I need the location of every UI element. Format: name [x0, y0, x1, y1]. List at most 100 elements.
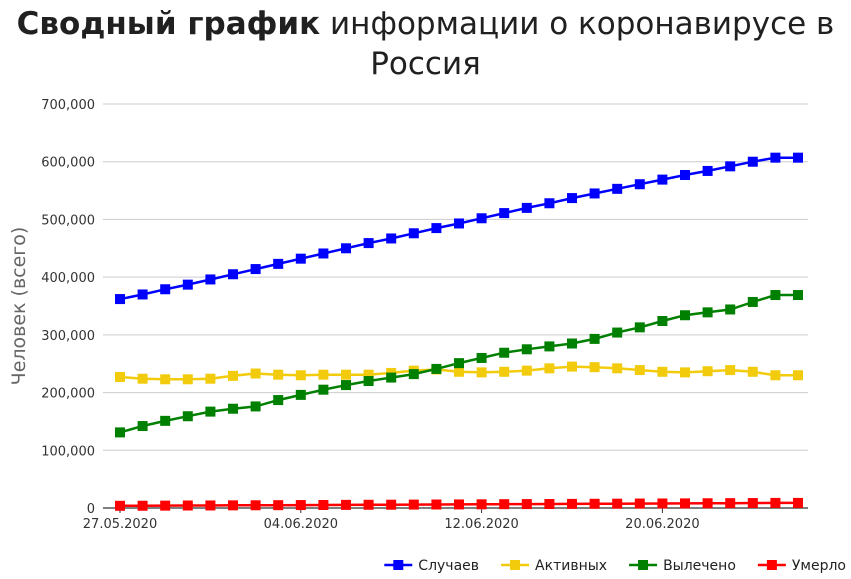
data-point: [499, 347, 510, 358]
data-point: [725, 498, 736, 509]
data-point: [250, 401, 261, 412]
data-point: [408, 499, 419, 510]
data-point: [228, 269, 238, 280]
data-point: [205, 500, 216, 511]
data-point: [725, 304, 736, 315]
data-point: [205, 406, 216, 417]
data-point: [295, 370, 306, 381]
legend-swatch-marker: [393, 560, 404, 570]
data-point: [476, 213, 487, 224]
data-point: [634, 322, 645, 333]
legend-item: Случаев: [384, 558, 479, 574]
data-point: [137, 500, 148, 511]
data-point: [115, 500, 125, 511]
legend-swatch-marker: [766, 560, 777, 570]
legend-item: Умерло: [757, 558, 846, 574]
x-tick-label: 27.05.2020: [83, 517, 157, 532]
data-point: [499, 499, 510, 510]
data-point: [747, 296, 758, 307]
y-tick-label: 600,000: [41, 156, 95, 171]
data-point: [137, 289, 148, 300]
legend-item: Вылечено: [629, 558, 736, 574]
data-point: [747, 366, 758, 377]
data-point: [318, 248, 329, 259]
y-tick-label: 500,000: [41, 213, 95, 228]
data-point: [318, 384, 329, 395]
data-point: [544, 198, 555, 209]
data-point: [634, 498, 645, 509]
legend-swatch-marker: [510, 560, 521, 570]
data-point: [228, 403, 238, 414]
data-point: [250, 264, 261, 275]
data-point: [589, 333, 600, 344]
legend-label: Умерло: [792, 558, 846, 574]
data-point: [770, 497, 781, 508]
data-point: [476, 499, 487, 510]
data-point: [363, 369, 374, 380]
data-point: [476, 352, 487, 363]
data-point: [115, 371, 125, 382]
data-point: [793, 290, 803, 301]
data-point: [499, 366, 510, 377]
data-point: [318, 369, 329, 380]
legend-swatch-marker: [638, 560, 649, 570]
data-point: [273, 395, 284, 406]
y-tick-label: 400,000: [41, 271, 95, 286]
data-point: [725, 365, 736, 376]
data-point: [521, 344, 532, 355]
data-point: [341, 380, 351, 391]
data-point: [589, 188, 600, 199]
data-point: [680, 367, 690, 378]
data-point: [431, 499, 442, 510]
data-point: [702, 165, 713, 176]
data-point: [363, 376, 374, 387]
data-point: [612, 183, 623, 194]
series-Активных: [115, 361, 803, 385]
x-tick-label: 04.06.2020: [264, 517, 338, 532]
data-point: [250, 368, 261, 379]
data-point: [386, 372, 397, 383]
data-point: [702, 366, 713, 377]
data-point: [567, 193, 577, 204]
data-point: [137, 421, 148, 432]
data-point: [160, 284, 171, 295]
data-point: [408, 369, 419, 380]
data-point: [341, 369, 351, 380]
data-point: [408, 228, 419, 239]
data-point: [567, 498, 577, 509]
data-point: [115, 294, 125, 305]
data-point: [318, 499, 329, 510]
data-point: [137, 373, 148, 384]
data-point: [544, 499, 555, 510]
y-tick-label: 300,000: [41, 329, 95, 344]
data-point: [160, 374, 171, 385]
data-point: [521, 365, 532, 376]
data-point: [680, 498, 690, 509]
y-tick-label: 200,000: [41, 387, 95, 402]
data-point: [657, 498, 668, 509]
data-point: [205, 274, 216, 285]
data-point: [680, 169, 690, 180]
data-point: [770, 370, 781, 381]
data-point: [702, 498, 713, 509]
data-point: [657, 366, 668, 377]
data-point: [431, 223, 442, 234]
data-point: [612, 327, 623, 338]
data-point: [228, 370, 238, 381]
data-point: [115, 427, 125, 438]
chart-title-bold: Сводный график: [16, 6, 321, 42]
data-point: [273, 369, 284, 380]
data-point: [793, 497, 803, 508]
x-tick-label: 12.06.2020: [444, 517, 518, 532]
legend-label: Вылечено: [663, 558, 736, 574]
data-point: [295, 500, 306, 511]
data-point: [725, 161, 736, 172]
legend-label: Активных: [535, 558, 607, 574]
chart-title-rest: информации о коронавирусе в Россия: [320, 6, 835, 82]
data-point: [544, 341, 555, 352]
y-tick-label: 700,000: [41, 98, 95, 113]
data-point: [567, 338, 577, 349]
data-point: [589, 498, 600, 509]
data-point: [634, 179, 645, 190]
data-point: [793, 370, 803, 381]
